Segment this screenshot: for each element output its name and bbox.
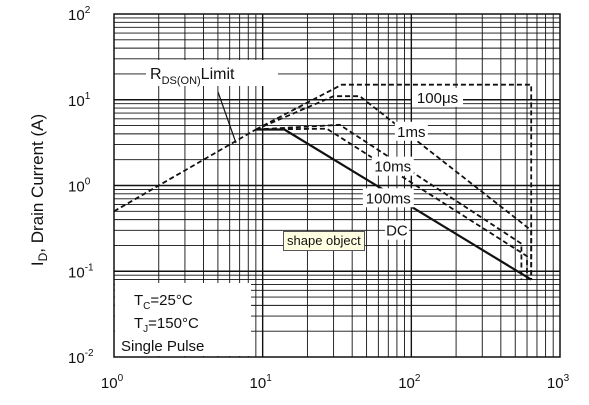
- series-label-bg: [371, 156, 414, 176]
- condition-tj-main: T: [134, 315, 143, 332]
- series-label-bg: [384, 220, 409, 240]
- condition-tc-main: T: [134, 292, 143, 309]
- series-line-r: [113, 128, 257, 213]
- x-tick-label: 103: [547, 373, 570, 392]
- series-labels: 100μs 1ms 10ms 100ms DC: [362, 87, 464, 240]
- series-label-bg: [412, 87, 464, 107]
- condition-tc: TC=25°C: [134, 292, 193, 312]
- x-tick-label: 102: [398, 373, 421, 392]
- limit-label-bg: [146, 60, 278, 86]
- series-label-100s: 100μs: [417, 90, 458, 107]
- limit-label-rest: Limit: [201, 66, 235, 83]
- x-tick-label: 100: [101, 373, 124, 392]
- condition-tj: TJ=150°C: [134, 315, 199, 335]
- series-label-10ms: 10ms: [374, 159, 411, 176]
- condition-tc-rest: =25°C: [150, 292, 192, 309]
- y-tick-label: 10-1: [68, 262, 94, 281]
- condition-pulse: Single Pulse: [121, 338, 204, 355]
- limit-label-main: R: [150, 66, 162, 83]
- y-axis-label-rest: , Drain Current (A): [28, 114, 47, 253]
- y-tick-label: 102: [68, 5, 91, 24]
- series-label-bg: [394, 121, 428, 141]
- shape-object-tooltip: shape object: [283, 231, 365, 251]
- y-tick-labels: 102 101 100 10-1 10-2: [68, 5, 94, 367]
- x-tick-label: 101: [250, 373, 273, 392]
- condition-tj-sub: J: [143, 324, 148, 335]
- rds-on-limit-label: RDS(ON)Limit: [150, 66, 235, 87]
- y-tick-label: 10-2: [68, 348, 94, 367]
- series-label-1ms: 1ms: [397, 124, 425, 141]
- plot-frame: [113, 13, 561, 358]
- y-tick-label: 100: [68, 177, 91, 196]
- series-line-100ms: [255, 127, 528, 280]
- conditions-box: [115, 283, 251, 356]
- limit-label-sub: DS(ON): [162, 75, 201, 87]
- limit-label-leader: [217, 91, 237, 144]
- y-axis-label: ID, Drain Current (A): [28, 114, 50, 266]
- series-line-1ms: [255, 95, 533, 280]
- series-line-100s: [255, 83, 533, 280]
- series-line-dc: [255, 128, 532, 281]
- series-label-bg: [362, 188, 414, 208]
- series-lines: [113, 83, 533, 281]
- y-axis-label-sub: D: [36, 252, 50, 261]
- condition-tc-sub: C: [143, 301, 150, 312]
- series-label-100ms: 100ms: [366, 190, 411, 207]
- series-line-10ms: [255, 123, 523, 280]
- condition-tj-rest: =150°C: [148, 315, 199, 332]
- y-axis-label-main: I: [28, 261, 47, 266]
- x-tick-labels: 100 101 102 103: [101, 373, 570, 392]
- series-label-dc: DC: [386, 223, 408, 240]
- y-tick-label: 101: [68, 91, 91, 110]
